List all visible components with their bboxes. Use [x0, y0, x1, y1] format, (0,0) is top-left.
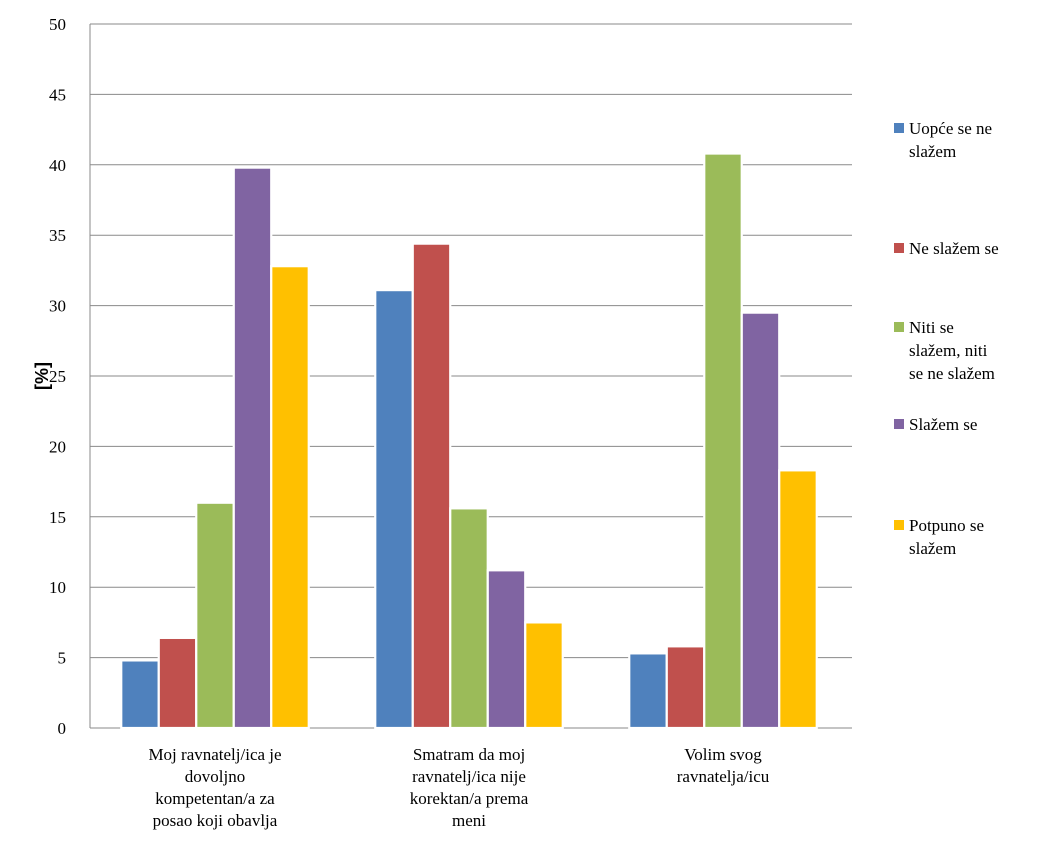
bar — [778, 469, 818, 730]
legend-swatch — [894, 123, 904, 133]
x-category-label: Smatram da moj ravnatelj/ica nije korektan… — [410, 745, 529, 830]
y-tick-label: 15 — [49, 508, 66, 527]
bar — [120, 659, 160, 730]
bar — [628, 652, 668, 730]
bar — [270, 265, 310, 730]
legend: Uopće se ne slažem Ne slažem se Niti se slaž… — [894, 119, 999, 558]
x-category-label: Moj ravnatelj/ica je dovoljno kompetentan/… — [148, 745, 281, 830]
legend-label: Ne slažem se — [909, 239, 999, 258]
legend-label: Potpuno se slažem — [909, 516, 984, 558]
y-tick-label: 40 — [49, 156, 66, 175]
legend-swatch — [894, 322, 904, 332]
bar — [740, 311, 781, 730]
bar — [195, 501, 235, 730]
bar — [232, 166, 273, 730]
y-tick-label: 45 — [49, 85, 66, 104]
bar — [411, 242, 452, 730]
bar — [449, 507, 489, 730]
y-tick-label: 20 — [49, 437, 66, 456]
bars — [120, 152, 818, 730]
bar — [524, 621, 564, 730]
legend-swatch — [894, 243, 904, 253]
bar — [486, 569, 527, 730]
y-tick-label: 5 — [58, 649, 67, 668]
y-tick-label: 30 — [49, 297, 66, 316]
legend-label: Slažem se — [909, 415, 977, 434]
x-category-label: Volim svog ravnatelja/icu — [677, 745, 770, 786]
y-tick-label: 50 — [49, 15, 66, 34]
legend-swatch — [894, 520, 904, 530]
bar — [665, 645, 706, 730]
y-tick-label: 10 — [49, 578, 66, 597]
y-tick-label: 35 — [49, 226, 66, 245]
y-tick-label: 0 — [58, 719, 67, 738]
legend-swatch — [894, 419, 904, 429]
y-tick-label: 25 — [49, 367, 66, 386]
legend-label: Niti se slažem, niti se ne slažem — [909, 318, 995, 383]
bar — [157, 636, 198, 730]
y-axis-title: [%] — [32, 362, 52, 390]
bar — [703, 152, 743, 730]
legend-label: Uopće se ne slažem — [909, 119, 992, 161]
axis-labels: 0 5 10 15 20 25 30 35 40 45 50 [%] Moj ravnatelj/ica… — [32, 15, 770, 830]
bar — [374, 289, 414, 730]
